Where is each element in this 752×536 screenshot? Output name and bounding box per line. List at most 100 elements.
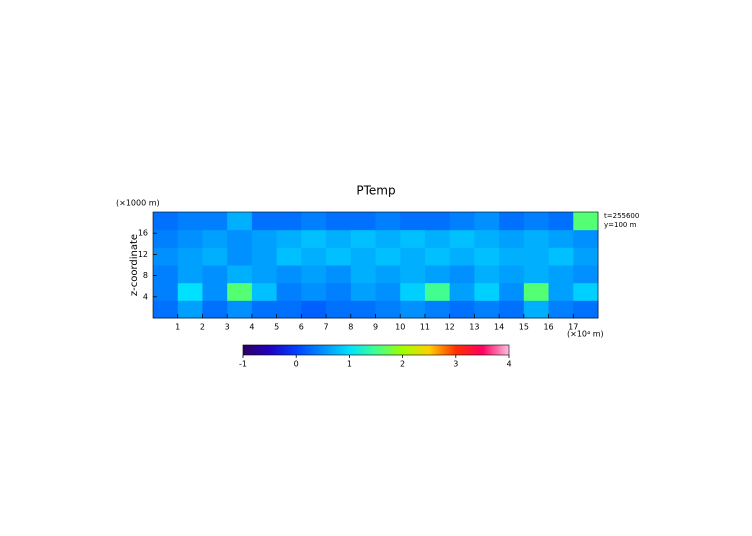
heat-cell <box>424 247 451 266</box>
heat-cell <box>424 265 451 284</box>
x-tick-label: 13 <box>469 323 479 332</box>
heat-cell <box>301 247 327 266</box>
heat-cell <box>326 212 352 231</box>
heat-cell <box>499 265 525 284</box>
heat-cell <box>400 212 426 231</box>
x-tick-label: 3 <box>225 323 230 332</box>
colorbar-tick-label: 4 <box>506 360 511 369</box>
heat-cell <box>326 247 352 266</box>
colorbar-tick-label: 1 <box>347 360 352 369</box>
heat-cell <box>548 282 574 301</box>
colorbar-tick-label: 3 <box>453 360 458 369</box>
heat-cell <box>326 229 352 248</box>
heat-cell <box>523 265 550 284</box>
x-tick-label: 8 <box>348 323 353 332</box>
heat-cell <box>251 265 278 284</box>
heat-cell <box>548 212 574 231</box>
colorbar <box>242 344 510 356</box>
y-unit: (×1000 m) <box>116 199 160 208</box>
heat-cell <box>251 212 278 231</box>
heat-cell <box>276 282 302 301</box>
y-tick-label: 12 <box>138 250 148 259</box>
heat-cell <box>573 282 599 301</box>
y-axis-label: z-coordinate <box>129 234 140 296</box>
heat-cell <box>449 229 475 248</box>
heat-cell <box>375 247 401 266</box>
heat-cell <box>153 229 179 248</box>
colorbar-tick-label: 0 <box>294 360 299 369</box>
heat-cell <box>202 229 228 248</box>
heat-cell <box>251 247 278 266</box>
heat-cell <box>548 300 574 319</box>
annotation: y=100 m <box>604 221 637 229</box>
heat-cell <box>350 247 376 266</box>
heat-cell <box>424 282 451 301</box>
heat-cell <box>523 300 550 319</box>
y-tick-label: 8 <box>143 271 148 280</box>
heat-cell <box>326 282 352 301</box>
heat-cell <box>276 300 302 319</box>
x-unit: (×10⁴ m) <box>567 330 604 339</box>
heat-cell <box>523 247 550 266</box>
heat-cell <box>251 229 278 248</box>
heat-cell <box>153 212 179 231</box>
heat-cell <box>449 300 475 319</box>
x-tick-label: 14 <box>494 323 504 332</box>
heat-cell <box>375 300 401 319</box>
x-tick-label: 9 <box>373 323 378 332</box>
heat-cell <box>301 300 327 319</box>
x-tick-label: 2 <box>200 323 205 332</box>
heat-cell <box>202 265 228 284</box>
heat-cell <box>375 212 401 231</box>
heat-cell <box>400 282 426 301</box>
heat-cell <box>548 247 574 266</box>
heat-cell <box>301 229 327 248</box>
heat-cell <box>177 247 203 266</box>
heat-cell <box>375 282 401 301</box>
heat-cell <box>227 212 253 231</box>
heat-cell <box>523 229 550 248</box>
heat-cell <box>350 229 376 248</box>
heat-cell <box>251 300 278 319</box>
heat-cell <box>474 247 500 266</box>
heat-cell <box>177 282 203 301</box>
heat-cell <box>153 282 179 301</box>
heat-cell <box>301 282 327 301</box>
heat-cell <box>227 229 253 248</box>
heat-cell <box>301 265 327 284</box>
heat-cell <box>573 212 599 231</box>
heat-cell <box>449 247 475 266</box>
x-tick-label: 17 <box>568 323 578 332</box>
heat-cell <box>474 265 500 284</box>
heat-cell <box>573 265 599 284</box>
x-tick-label: 7 <box>324 323 329 332</box>
heat-cell <box>400 265 426 284</box>
heat-cell <box>153 265 179 284</box>
x-tick-label: 12 <box>445 323 455 332</box>
heat-cell <box>202 300 228 319</box>
x-tick-label: 1 <box>175 323 180 332</box>
heat-cell <box>375 229 401 248</box>
heat-cell <box>424 212 451 231</box>
heat-cell <box>276 229 302 248</box>
colorbar-tick-label: 2 <box>400 360 405 369</box>
heat-cell <box>276 265 302 284</box>
heat-cell <box>202 247 228 266</box>
heat-cell <box>474 229 500 248</box>
heat-cell <box>177 229 203 248</box>
heat-cell <box>400 229 426 248</box>
heat-cell <box>375 265 401 284</box>
y-tick-label: 16 <box>138 229 148 238</box>
heat-cell <box>276 247 302 266</box>
x-tick-label: 16 <box>543 323 553 332</box>
heat-cell <box>523 212 550 231</box>
heat-cell <box>326 265 352 284</box>
heat-cell <box>153 300 179 319</box>
heat-cell <box>474 212 500 231</box>
heat-cell <box>499 282 525 301</box>
chart-title: PTemp <box>356 184 395 198</box>
heat-cell <box>499 229 525 248</box>
heat-cell <box>548 265 574 284</box>
heat-cell <box>350 282 376 301</box>
